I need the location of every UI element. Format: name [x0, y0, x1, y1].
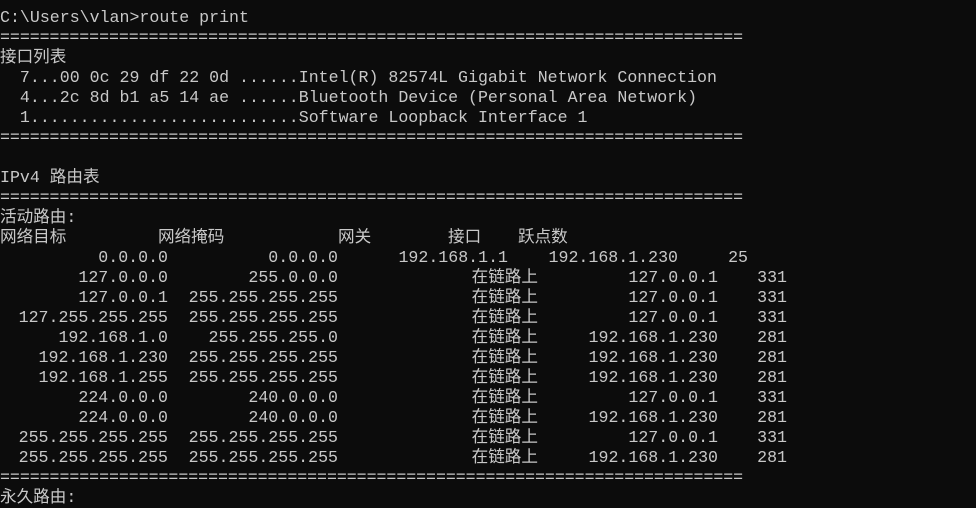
route-dest: 192.168.1.255 — [38, 368, 168, 387]
header-interface: 接口 — [448, 228, 482, 247]
route-metric: 331 — [757, 428, 787, 447]
route-gateway: 在链路上 — [471, 328, 538, 347]
route-gateway: 在链路上 — [471, 288, 538, 307]
interface-line: 7...00 0c 29 df 22 0d ......Intel(R) 825… — [0, 68, 717, 87]
route-mask: 0.0.0.0 — [268, 248, 338, 267]
route-gateway: 在链路上 — [471, 448, 538, 467]
route-dest: 255.255.255.255 — [18, 428, 168, 447]
header-dest: 网络目标 — [0, 228, 67, 247]
persistent-routes-title: 永久路由: — [0, 488, 77, 507]
route-interface: 192.168.1.230 — [588, 328, 718, 347]
route-dest: 127.255.255.255 — [18, 308, 168, 327]
route-interface: 127.0.0.1 — [628, 268, 718, 287]
route-mask: 255.255.255.255 — [188, 348, 338, 367]
route-gateway: 在链路上 — [471, 388, 538, 407]
route-mask: 255.255.255.255 — [188, 368, 338, 387]
separator: ========================================… — [0, 28, 744, 47]
route-mask: 240.0.0.0 — [248, 408, 338, 427]
command-line: C:\Users\vlan>route print — [0, 8, 249, 27]
route-gateway: 在链路上 — [471, 308, 538, 327]
route-interface: 127.0.0.1 — [628, 388, 718, 407]
route-metric: 331 — [757, 388, 787, 407]
route-metric: 281 — [757, 348, 787, 367]
separator: ========================================… — [0, 128, 744, 147]
route-mask: 255.255.255.255 — [188, 448, 338, 467]
interface-line: 4...2c 8d b1 a5 14 ae ......Bluetooth De… — [0, 88, 698, 107]
header-gateway: 网关 — [338, 228, 372, 247]
route-mask: 255.255.255.255 — [188, 428, 338, 447]
route-dest: 224.0.0.0 — [78, 408, 168, 427]
route-metric: 25 — [728, 248, 748, 267]
separator: ========================================… — [0, 468, 744, 487]
route-gateway: 在链路上 — [471, 368, 538, 387]
route-gateway: 在链路上 — [471, 348, 538, 367]
route-metric: 281 — [757, 448, 787, 467]
route-metric: 281 — [757, 368, 787, 387]
route-metric: 331 — [757, 308, 787, 327]
route-dest: 0.0.0.0 — [98, 248, 168, 267]
route-mask: 240.0.0.0 — [248, 388, 338, 407]
route-gateway: 在链路上 — [471, 428, 538, 447]
route-metric: 331 — [757, 268, 787, 287]
route-interface: 127.0.0.1 — [628, 428, 718, 447]
route-dest: 127.0.0.1 — [78, 288, 168, 307]
route-interface: 127.0.0.1 — [628, 288, 718, 307]
route-mask: 255.255.255.255 — [188, 288, 338, 307]
route-metric: 281 — [757, 408, 787, 427]
route-gateway: 在链路上 — [471, 408, 538, 427]
route-dest: 192.168.1.230 — [38, 348, 168, 367]
route-mask: 255.0.0.0 — [248, 268, 338, 287]
active-routes-title: 活动路由: — [0, 208, 77, 227]
route-interface: 192.168.1.230 — [548, 248, 678, 267]
route-mask: 255.255.255.255 — [188, 308, 338, 327]
interface-line: 1...........................Software Loo… — [0, 108, 588, 127]
route-dest: 127.0.0.0 — [78, 268, 168, 287]
route-metric: 331 — [757, 288, 787, 307]
route-dest: 255.255.255.255 — [18, 448, 168, 467]
route-dest: 224.0.0.0 — [78, 388, 168, 407]
ipv4-title: IPv4 路由表 — [0, 168, 100, 187]
route-interface: 192.168.1.230 — [588, 408, 718, 427]
route-interface: 192.168.1.230 — [588, 448, 718, 467]
header-metric: 跃点数 — [518, 228, 568, 247]
route-mask: 255.255.255.0 — [208, 328, 338, 347]
separator: ========================================… — [0, 188, 744, 207]
header-mask: 网络掩码 — [158, 228, 225, 247]
route-interface: 192.168.1.230 — [588, 368, 718, 387]
route-interface: 192.168.1.230 — [588, 348, 718, 367]
route-interface: 127.0.0.1 — [628, 308, 718, 327]
route-gateway: 在链路上 — [471, 268, 538, 287]
route-metric: 281 — [757, 328, 787, 347]
route-gateway: 192.168.1.1 — [398, 248, 508, 267]
route-dest: 192.168.1.0 — [58, 328, 168, 347]
interface-list-title: 接口列表 — [0, 48, 67, 67]
